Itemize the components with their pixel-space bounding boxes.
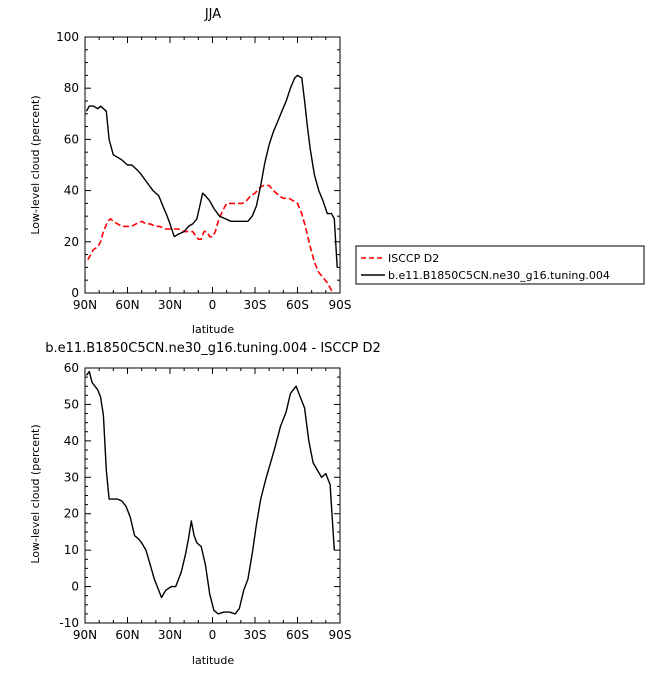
bottom-chart-ylabel: Low-level cloud (percent)	[29, 424, 42, 563]
top-xtick-label: 90N	[73, 298, 97, 312]
bottom-plot-frame	[84, 367, 341, 624]
top-chart-ylabel: Low-level cloud (percent)	[29, 95, 42, 234]
bottom-ytick-label: 50	[64, 397, 79, 411]
top-ytick-label: 20	[64, 235, 79, 249]
top-ytick-label: 60	[64, 132, 79, 146]
top-series-line-1	[85, 74, 338, 268]
top-xtick-label: 60N	[115, 298, 139, 312]
bottom-ytick-label: 60	[64, 361, 79, 375]
top-plot-frame	[84, 36, 341, 294]
bottom-xtick-label: 90N	[73, 628, 97, 642]
bottom-chart-panel: b.e11.B1850C5CN.ne30_g16.tuning.004 - IS…	[29, 341, 381, 667]
top-ytick-label: 80	[64, 81, 79, 95]
top-xtick-label: 60S	[286, 298, 309, 312]
bottom-chart-plot-area: -10 0 10 20 30 40 50 60 90N 60N 30N 0 30S 60S 90S	[59, 361, 351, 642]
bottom-chart-title: b.e11.B1850C5CN.ne30_g16.tuning.004 - IS…	[45, 341, 381, 356]
bottom-xtick-label: 60S	[286, 628, 309, 642]
bottom-xtick-label: 0	[209, 628, 217, 642]
bottom-xtick-label: 30N	[158, 628, 182, 642]
top-chart-xlabel: latitude	[192, 323, 234, 336]
bottom-ytick-label: 10	[64, 543, 79, 557]
top-chart-panel: JJA Low-level cloud (percent) latitude 0…	[29, 7, 645, 336]
top-xtick-label: 0	[209, 298, 217, 312]
top-ytick-label: 40	[64, 184, 79, 198]
bottom-chart-xlabel: latitude	[192, 654, 234, 667]
legend-label-isccp: ISCCP D2	[388, 252, 439, 265]
top-series-line-0	[87, 184, 335, 294]
bottom-ytick-label: 0	[71, 580, 79, 594]
legend: ISCCP D2 b.e11.B1850C5CN.ne30_g16.tuning…	[355, 245, 645, 285]
top-xtick-label: 90S	[329, 298, 352, 312]
top-xtick-label: 30S	[244, 298, 267, 312]
bottom-xtick-label: 60N	[115, 628, 139, 642]
top-ytick-label: 0	[71, 286, 79, 300]
bottom-series-line-0	[85, 370, 335, 615]
top-xtick-label: 30N	[158, 298, 182, 312]
bottom-xtick-label: 30S	[244, 628, 267, 642]
bottom-ytick-label: 40	[64, 434, 79, 448]
legend-label-model: b.e11.B1850C5CN.ne30_g16.tuning.004	[388, 269, 610, 282]
top-ytick-label: 100	[56, 30, 79, 44]
bottom-ytick-label: 30	[64, 470, 79, 484]
top-chart-plot-area: 0 20 40 60 80 100 90N 60N 30N 0 30S 60S 90S	[56, 30, 351, 312]
legend-box	[355, 245, 645, 285]
bottom-ytick-label: -10	[59, 616, 79, 630]
bottom-ytick-label: 20	[64, 507, 79, 521]
top-chart-title: JJA	[204, 7, 221, 22]
bottom-xtick-label: 90S	[329, 628, 352, 642]
